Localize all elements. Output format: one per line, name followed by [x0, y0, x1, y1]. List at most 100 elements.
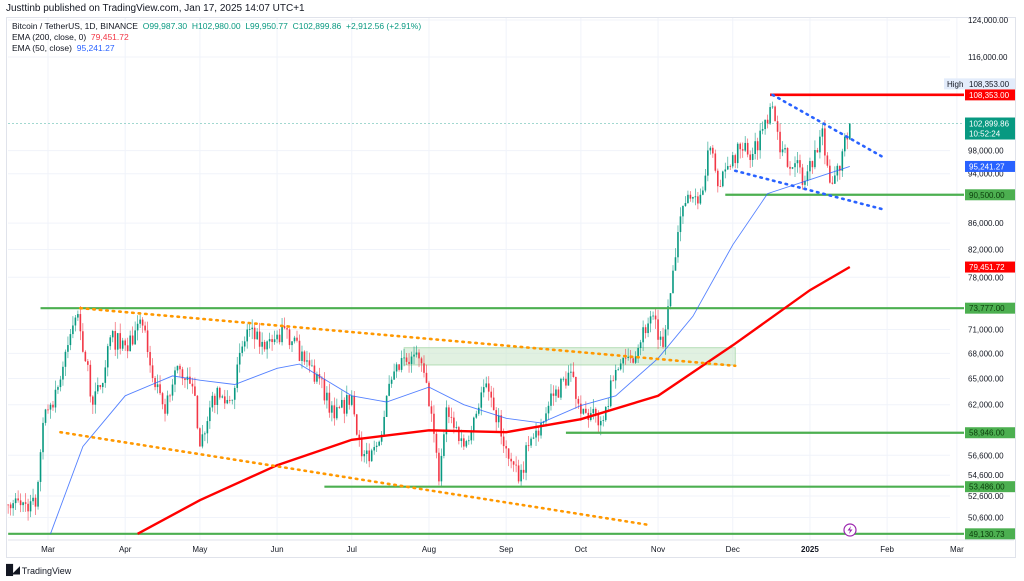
candle-body [719, 186, 722, 188]
level-badge [965, 481, 1015, 493]
candle-body [62, 366, 64, 380]
ema50-row[interactable]: EMA (50, close) 95,241.27 [12, 43, 421, 54]
candle-body [395, 364, 398, 372]
candle-body [166, 395, 169, 414]
candle-body [209, 407, 211, 422]
candle-body [89, 364, 92, 397]
candle-body [413, 354, 415, 357]
candle-body [577, 398, 580, 404]
y-tick-label: 124,000.00 [968, 16, 1009, 25]
candle-body [540, 422, 542, 436]
candle-body [331, 405, 333, 413]
candle-body [445, 407, 448, 435]
x-tick-label: Apr [119, 545, 132, 554]
y-tick-label: 65,000.00 [968, 374, 1004, 383]
candle-body [77, 314, 79, 318]
candle-body [582, 408, 585, 414]
candle-body [774, 106, 776, 122]
candle-body [49, 404, 52, 410]
candle-body [597, 413, 600, 426]
candle-body [525, 445, 527, 473]
candle-body [228, 399, 231, 401]
candle-body [171, 384, 174, 396]
candle-body [261, 341, 263, 347]
candle-body [724, 169, 727, 172]
candle-body [32, 497, 34, 502]
candle-body [460, 438, 463, 441]
candle-body [721, 171, 724, 187]
candle-body [624, 357, 627, 359]
y-tick-label: 68,000.00 [968, 349, 1004, 358]
candle-body [560, 378, 562, 398]
candle-body [204, 433, 206, 435]
ema200-badge-text: 79,451.72 [969, 263, 1005, 272]
ohlc-low: L99,950.77 [245, 21, 288, 31]
ema200-badge [965, 261, 1015, 273]
candle-body [779, 131, 781, 153]
candle-body [67, 345, 69, 352]
ohlc-close: C102,899.86 [292, 21, 342, 31]
candle-body [834, 175, 836, 184]
candle-body [360, 438, 363, 457]
candle-body [154, 377, 156, 388]
trendlines [59, 93, 886, 527]
candle-body [819, 136, 821, 153]
candle-body [278, 334, 281, 343]
x-tick-label: Mar [41, 545, 55, 554]
candle-body [37, 481, 39, 507]
candle-body [174, 370, 176, 385]
y-tick-label: 71,000.00 [968, 325, 1004, 334]
candle-body [84, 351, 87, 362]
candle-body [106, 346, 109, 368]
candle-body [59, 379, 62, 388]
grid [8, 18, 958, 540]
candle-body [786, 148, 789, 167]
symbol-title[interactable]: Bitcoin / TetherUS, 1D, BINANCE [12, 21, 138, 31]
candle-body [316, 374, 318, 382]
candle-body [649, 316, 652, 324]
level-badge [965, 189, 1015, 201]
candle-body [101, 382, 104, 388]
candle-body [450, 416, 453, 418]
candle-body [679, 216, 682, 233]
candle-body [585, 408, 587, 413]
candle-body [136, 323, 139, 331]
candle-body [243, 341, 246, 347]
candle-body [109, 337, 112, 347]
candle-body [749, 154, 751, 160]
ema200-row[interactable]: EMA (200, close, 0) 79,451.72 [12, 32, 421, 43]
footer-brand[interactable]: TradingView [21, 565, 72, 576]
x-tick-label: Jul [347, 545, 357, 554]
level-badge-text: 90,500.00 [969, 191, 1005, 200]
candle-body [599, 420, 602, 426]
candle-body [617, 369, 620, 371]
ema200-line [137, 265, 851, 535]
candle-body [654, 315, 657, 320]
lightning-icon[interactable] [843, 523, 857, 537]
y-tick-label: 54,600.00 [968, 471, 1004, 480]
candle-body [52, 404, 54, 408]
candle-body [507, 448, 510, 459]
candle-body [799, 160, 801, 168]
candle-body [116, 333, 119, 350]
candle-body [306, 360, 308, 362]
candle-body [196, 395, 199, 429]
candle-body [7, 504, 9, 506]
candle-body [458, 427, 460, 441]
candle-body [844, 136, 846, 152]
candle-body [99, 385, 102, 388]
candle-body [580, 403, 582, 414]
levels [8, 93, 964, 535]
tradingview-logo: █◢ [6, 565, 20, 576]
candle-body [141, 319, 144, 326]
candle-body [221, 396, 224, 398]
candle-body [370, 450, 373, 462]
candle-body [69, 334, 72, 346]
candle-body [92, 396, 94, 405]
high-value: 108,353.00 [969, 80, 1010, 89]
x-tick-label: Jun [271, 545, 284, 554]
candle-body [692, 196, 694, 199]
candle-body [781, 149, 784, 153]
candle-body [485, 383, 488, 388]
